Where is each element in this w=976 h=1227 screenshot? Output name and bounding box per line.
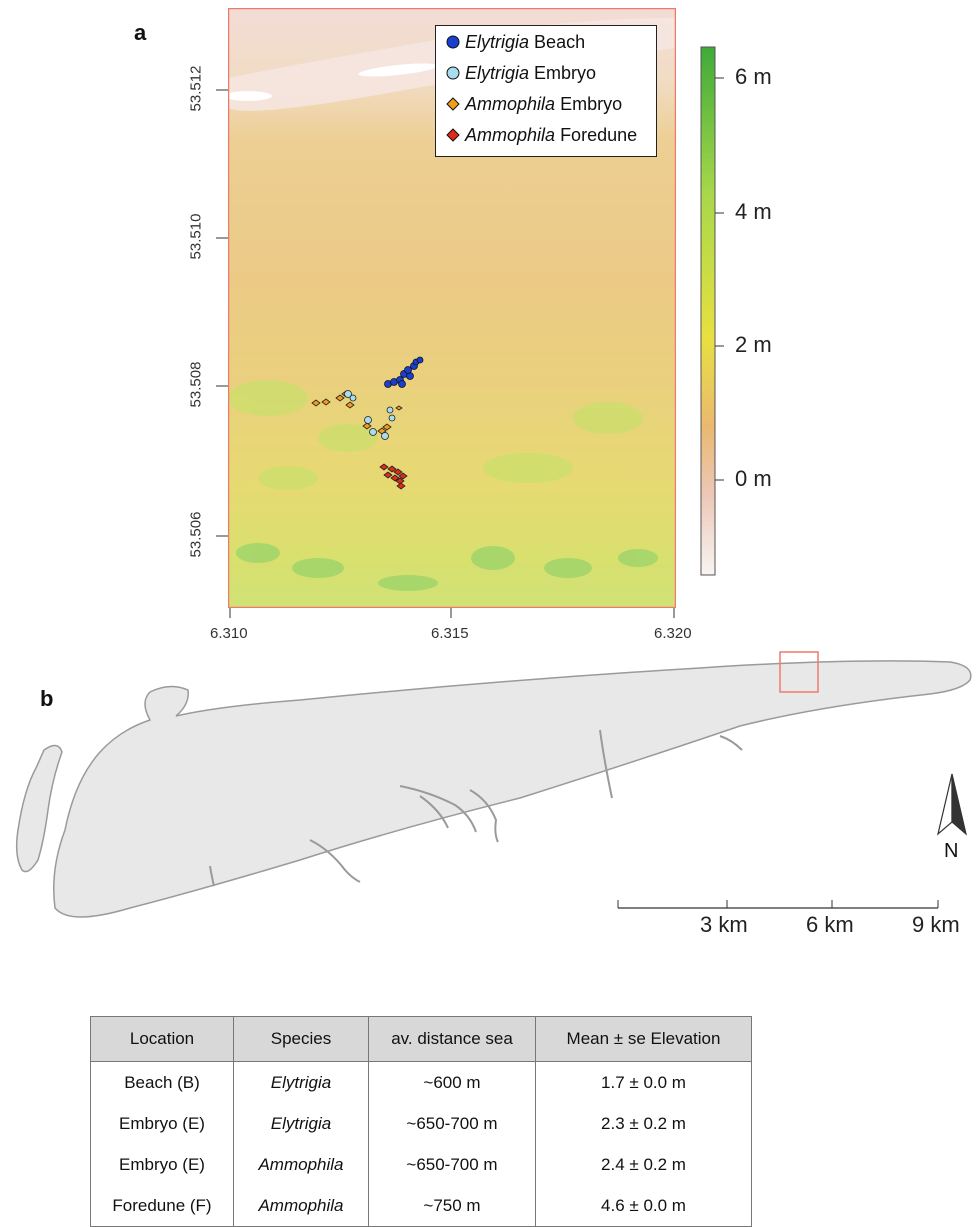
points-elytrigia-beach <box>384 356 424 388</box>
header-species: Species <box>233 1016 369 1062</box>
colorbar-tick-label: 0 m <box>735 466 772 491</box>
y-axis <box>216 89 228 537</box>
cell-elevation: 2.3 ± 0.2 m <box>535 1103 752 1144</box>
cell-location: Embryo (E) <box>90 1103 234 1144</box>
x-tick-label: 6.310 <box>210 625 248 642</box>
y-tick-label: 53.512 <box>187 65 205 112</box>
points-ammophila-foredune <box>379 463 408 490</box>
cell-location: Beach (B) <box>90 1061 234 1103</box>
panel-b-label: b <box>40 686 54 711</box>
table-row: Beach (B) Elytrigia ~600 m 1.7 ± 0.0 m <box>90 1061 752 1103</box>
legend-item: Ammophila Foredune <box>446 125 637 146</box>
diamond-marker-icon <box>446 97 460 111</box>
panel-a-label: a <box>134 20 147 45</box>
header-location: Location <box>90 1016 234 1062</box>
cell-elevation: 4.6 ± 0.0 m <box>535 1185 752 1227</box>
circle-marker-icon <box>446 35 460 49</box>
header-distance: av. distance sea <box>368 1016 536 1062</box>
cell-distance: ~650-700 m <box>368 1144 536 1185</box>
circle-marker-icon <box>446 66 460 80</box>
y-tick-label: 53.506 <box>187 511 205 558</box>
sites-table: Location Species av. distance sea Mean ±… <box>90 1016 752 1227</box>
cell-elevation: 2.4 ± 0.2 m <box>535 1144 752 1185</box>
header-elevation: Mean ± se Elevation <box>535 1016 752 1062</box>
cell-distance: ~650-700 m <box>368 1103 536 1144</box>
cell-species: Ammophila <box>233 1185 369 1227</box>
cell-species: Ammophila <box>233 1144 369 1185</box>
legend-item: Ammophila Embryo <box>446 94 622 115</box>
x-axis <box>229 608 675 618</box>
cell-location: Embryo (E) <box>90 1144 234 1185</box>
cell-distance: ~600 m <box>368 1061 536 1103</box>
cell-species: Elytrigia <box>233 1061 369 1103</box>
table-row: Foredune (F) Ammophila ~750 m 4.6 ± 0.0 … <box>90 1185 752 1227</box>
legend-item: Elytrigia Beach <box>446 32 585 53</box>
table-row: Embryo (E) Elytrigia ~650-700 m 2.3 ± 0.… <box>90 1103 752 1144</box>
diamond-marker-icon <box>446 128 460 142</box>
cell-species: Elytrigia <box>233 1103 369 1144</box>
elevation-colorbar <box>700 46 724 576</box>
north-arrow-icon <box>936 773 968 836</box>
x-tick-label: 6.320 <box>654 625 692 642</box>
scale-label: 3 km <box>700 912 748 937</box>
table-row: Embryo (E) Ammophila ~650-700 m 2.4 ± 0.… <box>90 1144 752 1185</box>
scale-label: 9 km <box>912 912 960 937</box>
points-elytrigia-embryo <box>344 390 396 440</box>
cell-elevation: 1.7 ± 0.0 m <box>535 1061 752 1103</box>
island-outline-map <box>15 651 972 918</box>
y-tick-label: 53.510 <box>187 213 205 260</box>
legend: Elytrigia Beach Elytrigia Embryo Ammophi… <box>435 25 657 157</box>
x-tick-label: 6.315 <box>431 625 469 642</box>
cell-distance: ~750 m <box>368 1185 536 1227</box>
colorbar-tick-label: 6 m <box>735 64 772 89</box>
y-tick-label: 53.508 <box>187 361 205 408</box>
scale-bar <box>617 900 939 909</box>
scale-label: 6 km <box>806 912 854 937</box>
colorbar-tick-label: 2 m <box>735 332 772 357</box>
legend-item: Elytrigia Embryo <box>446 63 596 84</box>
table-header-row: Location Species av. distance sea Mean ±… <box>90 1016 752 1062</box>
colorbar-tick-label: 4 m <box>735 199 772 224</box>
cell-location: Foredune (F) <box>90 1185 234 1227</box>
north-label: N <box>944 840 959 862</box>
